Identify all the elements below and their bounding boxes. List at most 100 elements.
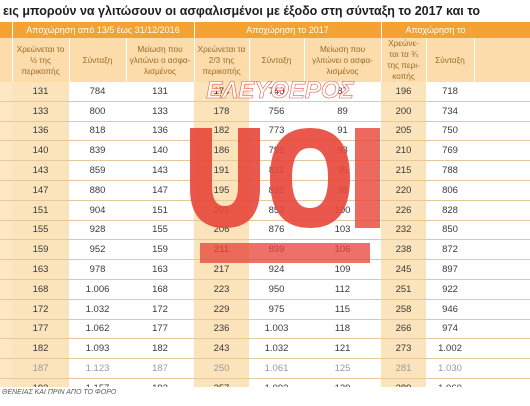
- table-cell: 129: [304, 378, 382, 387]
- table-cell: 182: [12, 338, 69, 360]
- table-cell: 140: [12, 140, 69, 162]
- footnote: ΘΕΝΕΙΑΣ ΚΑΙ ΠΡΙΝ ΑΠΟ ΤΟ ΦΟΡΟ: [2, 389, 117, 396]
- table-cell: 210: [381, 140, 427, 162]
- table-cell: 243: [194, 338, 249, 360]
- table-cell: [0, 160, 12, 181]
- table-cell: 125: [304, 358, 382, 379]
- table-cell: 163: [12, 259, 69, 280]
- table-cell: 187: [12, 358, 69, 379]
- table-cell: [474, 220, 530, 241]
- table-cell: [474, 121, 530, 142]
- table-cell: 251: [381, 279, 427, 300]
- table-row: 187 1.123 187 250 1.061 125 281 1.030: [0, 358, 530, 379]
- table-cell: 211: [194, 239, 249, 261]
- table-cell: 238: [381, 239, 427, 261]
- table-cell: 200: [381, 101, 427, 122]
- subheader-row: Χρεώνεται το ½ της περικοπής Σύνταξη Μεί…: [0, 38, 530, 82]
- table-cell: 922: [426, 279, 475, 300]
- table-cell: 103: [304, 220, 382, 241]
- table-cell: 734: [426, 101, 475, 122]
- table-row: 147 880 147 195 831 98 220 806: [0, 180, 530, 201]
- table-cell: 182: [126, 338, 194, 360]
- table-cell: 177: [12, 319, 69, 340]
- table-cell: 220: [381, 180, 427, 201]
- column-header: Σύνταξη: [69, 38, 127, 82]
- table-row: 159 952 159 211 899 106 238 872: [0, 239, 530, 261]
- table-cell: 159: [12, 239, 69, 261]
- table-cell: 193: [12, 378, 69, 387]
- table-cell: 133: [12, 101, 69, 122]
- table-cell: 151: [12, 200, 69, 221]
- table-cell: 978: [69, 259, 126, 280]
- table-title: εις μπορούν να γλιτώσουν οι ασφαλισμένοι…: [3, 4, 481, 18]
- table-cell: 853: [249, 200, 304, 221]
- table-cell: 195: [194, 180, 249, 201]
- table-cell: 1.157: [69, 378, 126, 387]
- table-row: 131 784 131 174 740 87 196 718: [0, 82, 530, 102]
- table-cell: 1.093: [249, 378, 304, 387]
- table-cell: [0, 220, 12, 241]
- table-cell: 792: [249, 140, 304, 162]
- table-cell: 880: [69, 180, 126, 201]
- table-cell: 136: [126, 121, 194, 142]
- table-cell: 136: [12, 121, 69, 142]
- table-cell: 1.093: [69, 338, 126, 360]
- table-cell: 206: [194, 220, 249, 241]
- table-row: 136 818 136 182 773 91 205 750: [0, 121, 530, 142]
- table-cell: [0, 200, 12, 221]
- table-cell: 946: [426, 299, 475, 320]
- table-cell: 140: [126, 140, 194, 162]
- table-cell: 186: [194, 140, 249, 162]
- table-cell: 229: [194, 299, 249, 320]
- table-cell: 769: [426, 140, 475, 162]
- table-cell: [0, 299, 12, 320]
- table-cell: 191: [194, 160, 249, 181]
- table-cell: 155: [12, 220, 69, 241]
- table-cell: 1.006: [69, 279, 126, 300]
- table-cell: 806: [426, 180, 475, 201]
- table-cell: 232: [381, 220, 427, 241]
- table-cell: 872: [426, 239, 475, 261]
- table-cell: 904: [69, 200, 126, 221]
- table-cell: 115: [304, 299, 382, 320]
- table-cell: 831: [249, 180, 304, 201]
- table-cell: 800: [69, 101, 126, 122]
- table-cell: 174: [194, 82, 249, 102]
- group-header: Αποχώρηση από 13/5 έως 31/12/2016: [12, 22, 195, 38]
- table-cell: 1.061: [249, 358, 304, 379]
- table-cell: 226: [381, 200, 427, 221]
- table-cell: 897: [426, 259, 475, 280]
- table-cell: [0, 239, 12, 261]
- column-header: [0, 38, 13, 82]
- table-cell: 147: [126, 180, 194, 201]
- table-cell: 756: [249, 101, 304, 122]
- table-cell: 193: [126, 378, 194, 387]
- table-cell: 172: [12, 299, 69, 320]
- table-cell: 159: [126, 239, 194, 261]
- table-cell: 168: [126, 279, 194, 300]
- table-cell: 975: [249, 299, 304, 320]
- table-cell: 245: [381, 259, 427, 280]
- table-cell: 899: [249, 239, 304, 261]
- table-cell: 121: [304, 338, 382, 360]
- column-header: Χρεώνε-ται τα ¾ της περι-κοπής: [381, 38, 427, 82]
- table-cell: 876: [249, 220, 304, 241]
- table-cell: 143: [126, 160, 194, 181]
- table-cell: 839: [69, 140, 126, 162]
- table-cell: 281: [381, 358, 427, 379]
- column-header: [474, 38, 530, 82]
- column-header: Μείωση που γλιτώνει ο ασφα-λισμένος: [304, 38, 382, 82]
- table-cell: [0, 358, 12, 379]
- table-cell: 289: [381, 378, 427, 387]
- table-row: 143 859 143 191 811 95 215 788: [0, 160, 530, 181]
- table-cell: 924: [249, 259, 304, 280]
- table-cell: 273: [381, 338, 427, 360]
- table-cell: 143: [12, 160, 69, 181]
- group-header: Αποχώρηση το 2017: [194, 22, 382, 38]
- table-row: 168 1.006 168 223 950 112 251 922: [0, 279, 530, 300]
- table-cell: 1.003: [249, 319, 304, 340]
- table-cell: 784: [69, 82, 126, 102]
- table-cell: 740: [249, 82, 304, 102]
- column-header: Μείωση που γλιτώνει ο ασφα-λισμένος: [126, 38, 195, 82]
- table-cell: [0, 338, 12, 360]
